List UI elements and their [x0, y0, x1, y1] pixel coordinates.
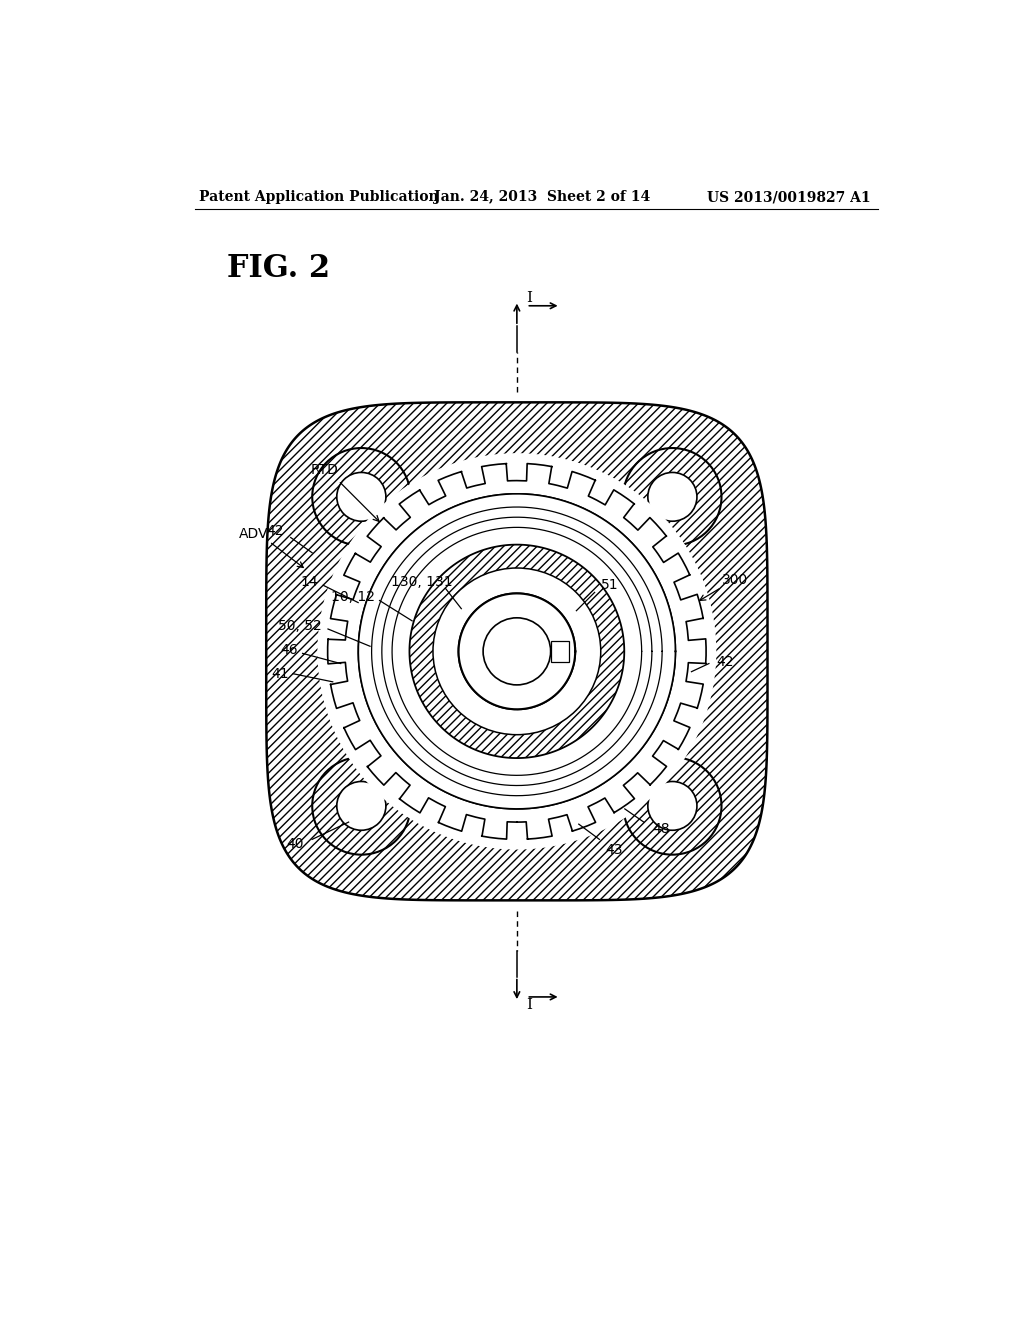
- Text: RTD: RTD: [311, 463, 339, 478]
- Text: FIG. 2: FIG. 2: [227, 252, 331, 284]
- Text: 50, 52: 50, 52: [278, 619, 322, 634]
- Text: 43: 43: [605, 842, 623, 857]
- Ellipse shape: [317, 453, 717, 850]
- Ellipse shape: [648, 473, 697, 521]
- Ellipse shape: [624, 447, 722, 545]
- Text: 51: 51: [601, 578, 618, 593]
- Ellipse shape: [337, 781, 386, 830]
- Ellipse shape: [433, 568, 601, 735]
- Text: 10, 12: 10, 12: [331, 590, 375, 605]
- Polygon shape: [410, 545, 625, 758]
- Text: Patent Application Publication: Patent Application Publication: [200, 190, 439, 205]
- Text: 42: 42: [716, 655, 733, 668]
- Text: 130, 131: 130, 131: [391, 576, 453, 589]
- Ellipse shape: [459, 594, 575, 709]
- Ellipse shape: [312, 758, 411, 854]
- Text: Jan. 24, 2013  Sheet 2 of 14: Jan. 24, 2013 Sheet 2 of 14: [433, 190, 650, 205]
- Text: 48: 48: [652, 822, 670, 837]
- Text: 42: 42: [266, 524, 284, 539]
- Text: 41: 41: [271, 667, 289, 681]
- Text: US 2013/0019827 A1: US 2013/0019827 A1: [708, 190, 871, 205]
- Polygon shape: [551, 642, 569, 661]
- Ellipse shape: [337, 473, 386, 521]
- Ellipse shape: [648, 781, 697, 830]
- Text: 46: 46: [281, 643, 298, 657]
- Text: I: I: [526, 998, 532, 1012]
- Ellipse shape: [312, 447, 411, 545]
- Text: 300: 300: [722, 573, 749, 587]
- Text: ADV: ADV: [239, 528, 268, 541]
- Polygon shape: [266, 403, 768, 900]
- Text: I: I: [526, 290, 532, 305]
- Ellipse shape: [483, 618, 551, 685]
- Ellipse shape: [358, 494, 676, 809]
- Text: 40: 40: [286, 837, 303, 851]
- Text: 14: 14: [300, 576, 317, 589]
- Ellipse shape: [624, 758, 722, 854]
